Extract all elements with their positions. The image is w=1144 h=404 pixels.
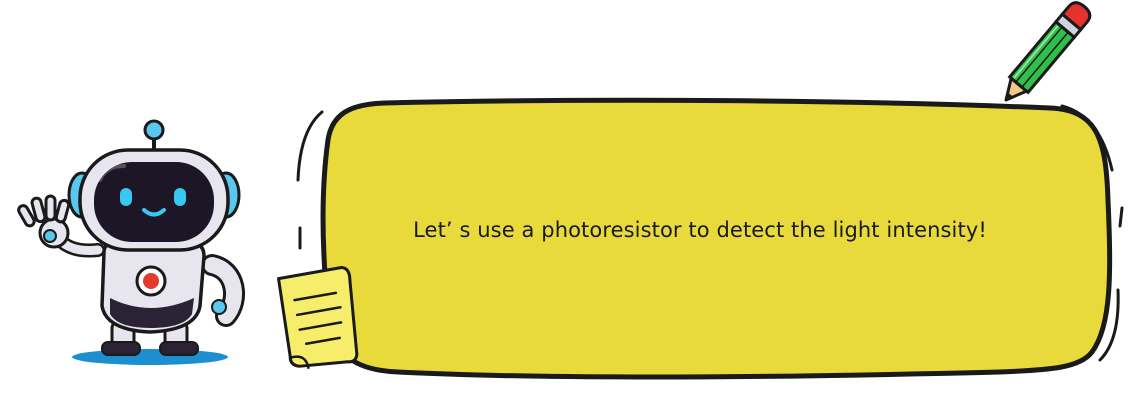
robot-face xyxy=(94,162,214,242)
robot-antenna xyxy=(143,119,165,141)
sticky-note-icon xyxy=(277,265,359,370)
robot-mascot-icon xyxy=(17,119,245,365)
bubble-message: Let’ s use a photoresistor to detect the… xyxy=(413,218,987,242)
pencil-icon xyxy=(1004,1,1092,102)
robot-shadow xyxy=(72,349,228,365)
speech-bubble xyxy=(296,97,1124,380)
robot-fingers xyxy=(17,194,71,228)
bubble-body xyxy=(320,97,1113,380)
